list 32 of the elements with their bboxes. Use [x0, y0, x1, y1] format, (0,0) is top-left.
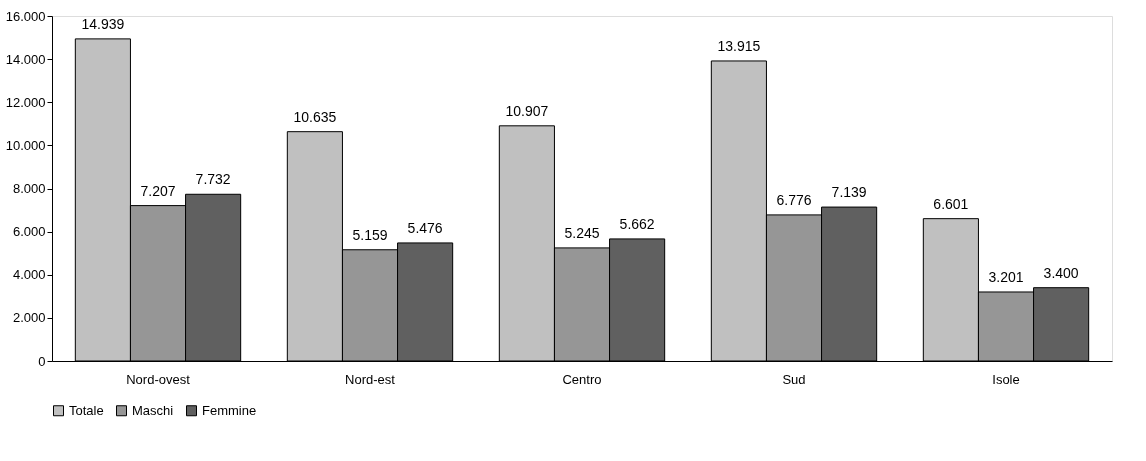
y-tick-label: 16.000: [5, 8, 46, 24]
y-tick-label: 8.000: [12, 181, 46, 196]
data-label: 6.776: [776, 191, 812, 208]
y-tick-label: 12.000: [5, 94, 46, 110]
data-label: 6.601: [933, 195, 969, 212]
x-tick-label: Isole: [992, 371, 1020, 387]
x-tick-label: Centro: [562, 371, 602, 387]
data-label: 14.939: [81, 15, 125, 32]
data-label: 5.245: [564, 224, 600, 241]
data-label: 5.159: [352, 226, 388, 243]
data-label: 5.662: [619, 215, 655, 232]
y-tick-label: 4.000: [12, 267, 46, 283]
data-label: 7.732: [195, 171, 231, 188]
legend-label: Femmine: [202, 402, 257, 418]
data-label: 10.907: [505, 102, 549, 119]
data-label: 13.915: [717, 37, 761, 54]
x-tick-label: Sud: [782, 371, 806, 387]
y-tick-label: 0: [38, 353, 46, 369]
x-tick-label: Nord-est: [345, 371, 396, 387]
x-tick-label: Nord-ovest: [126, 371, 191, 387]
data-label: 3.400: [1043, 264, 1079, 281]
legend-label: Maschi: [132, 402, 174, 418]
legend-label: Totale: [69, 402, 104, 418]
y-tick-label: 10.000: [5, 137, 46, 153]
data-label: 5.476: [407, 219, 443, 236]
y-tick-label: 2.000: [12, 310, 46, 326]
data-label: 10.635: [293, 108, 337, 125]
y-tick-label: 6.000: [12, 224, 46, 240]
y-tick-label: 14.000: [5, 51, 46, 67]
data-label: 7.207: [140, 182, 176, 199]
data-label: 3.201: [988, 268, 1024, 285]
data-label: 7.139: [831, 184, 867, 201]
